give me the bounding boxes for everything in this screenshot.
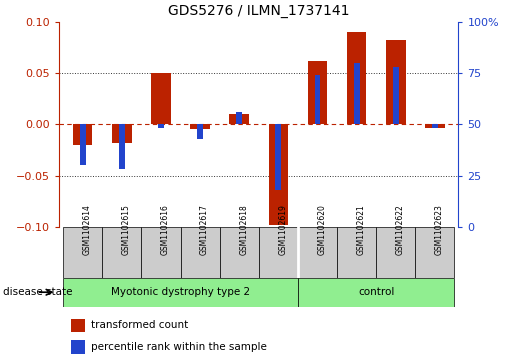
Bar — [191, 124, 210, 130]
Bar — [197, 124, 203, 139]
Text: GSM1102622: GSM1102622 — [396, 204, 405, 255]
Text: GSM1102620: GSM1102620 — [317, 204, 327, 255]
Text: transformed count: transformed count — [91, 321, 188, 330]
Text: GSM1102619: GSM1102619 — [278, 204, 287, 255]
Bar — [307, 61, 327, 124]
Bar — [376, 227, 415, 278]
Text: GSM1102617: GSM1102617 — [200, 204, 209, 255]
Bar — [102, 227, 142, 278]
Bar — [236, 112, 242, 124]
Bar — [230, 114, 249, 124]
Bar — [71, 340, 85, 354]
Title: GDS5276 / ILMN_1737141: GDS5276 / ILMN_1737141 — [168, 4, 350, 18]
Text: GSM1102615: GSM1102615 — [122, 204, 131, 255]
Text: GSM1102616: GSM1102616 — [161, 204, 170, 255]
Bar — [119, 124, 125, 170]
Bar — [151, 73, 171, 124]
Bar — [63, 278, 298, 307]
Bar — [71, 319, 85, 332]
Bar — [337, 227, 376, 278]
Bar — [158, 124, 164, 129]
Bar — [425, 124, 444, 129]
Text: GSM1102618: GSM1102618 — [239, 204, 248, 255]
Bar — [142, 227, 181, 278]
Bar — [315, 75, 320, 124]
Bar — [112, 124, 132, 143]
Text: GSM1102614: GSM1102614 — [83, 204, 92, 255]
Bar — [73, 124, 93, 145]
Bar — [354, 63, 359, 124]
Text: GSM1102621: GSM1102621 — [356, 204, 366, 255]
Text: GSM1102623: GSM1102623 — [435, 204, 444, 255]
Bar — [298, 278, 454, 307]
Bar — [386, 40, 405, 124]
Bar — [347, 32, 366, 124]
Bar — [80, 124, 85, 166]
Bar — [298, 227, 337, 278]
Bar — [220, 227, 259, 278]
Bar — [393, 67, 399, 124]
Bar — [432, 124, 438, 129]
Text: percentile rank within the sample: percentile rank within the sample — [91, 342, 267, 352]
Bar — [181, 227, 220, 278]
Text: control: control — [358, 287, 394, 297]
Bar — [63, 227, 102, 278]
Bar — [415, 227, 454, 278]
Bar — [259, 227, 298, 278]
Text: disease state: disease state — [3, 287, 72, 297]
Bar — [276, 124, 281, 190]
Bar — [268, 124, 288, 225]
Text: Myotonic dystrophy type 2: Myotonic dystrophy type 2 — [111, 287, 250, 297]
